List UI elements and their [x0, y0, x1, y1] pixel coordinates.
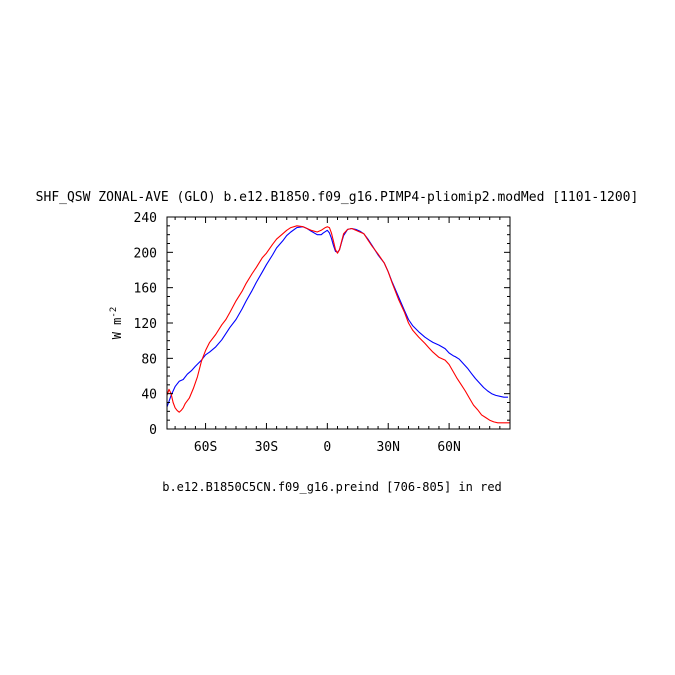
y-tick-label: 240 [134, 211, 157, 226]
x-tick-label: 60S [194, 440, 217, 455]
x-tick-labels: 60S 30S 0 30N 60N [194, 440, 461, 455]
y-tick-label: 0 [149, 423, 157, 438]
series-layer [166, 225, 510, 424]
x-tick-label: 0 [323, 440, 331, 455]
y-axis-label-exponent: -2 [109, 307, 119, 318]
series-line-1 [166, 225, 510, 424]
y-tick-labels: 0 40 80 120 160 200 240 [134, 211, 157, 438]
y-tick-label: 40 [141, 388, 157, 403]
chart-footer: b.e12.B1850C5CN.f09_g16.preind [706-805]… [162, 480, 502, 494]
plot-frame [166, 216, 511, 430]
y-tick-label: 160 [134, 282, 157, 297]
y-axis-label-text: W m [110, 318, 124, 340]
y-axis-label: W m-2 [109, 307, 124, 340]
y-tick-label: 200 [134, 246, 157, 261]
axis-ticks [167, 216, 511, 430]
chart-title: SHF_QSW ZONAL-AVE (GLO) b.e12.B1850.f09_… [36, 190, 639, 205]
y-tick-label: 80 [141, 352, 157, 367]
x-tick-label: 30N [376, 440, 399, 455]
y-tick-label: 120 [134, 317, 157, 332]
x-tick-label: 30S [255, 440, 278, 455]
x-tick-label: 60N [437, 440, 460, 455]
